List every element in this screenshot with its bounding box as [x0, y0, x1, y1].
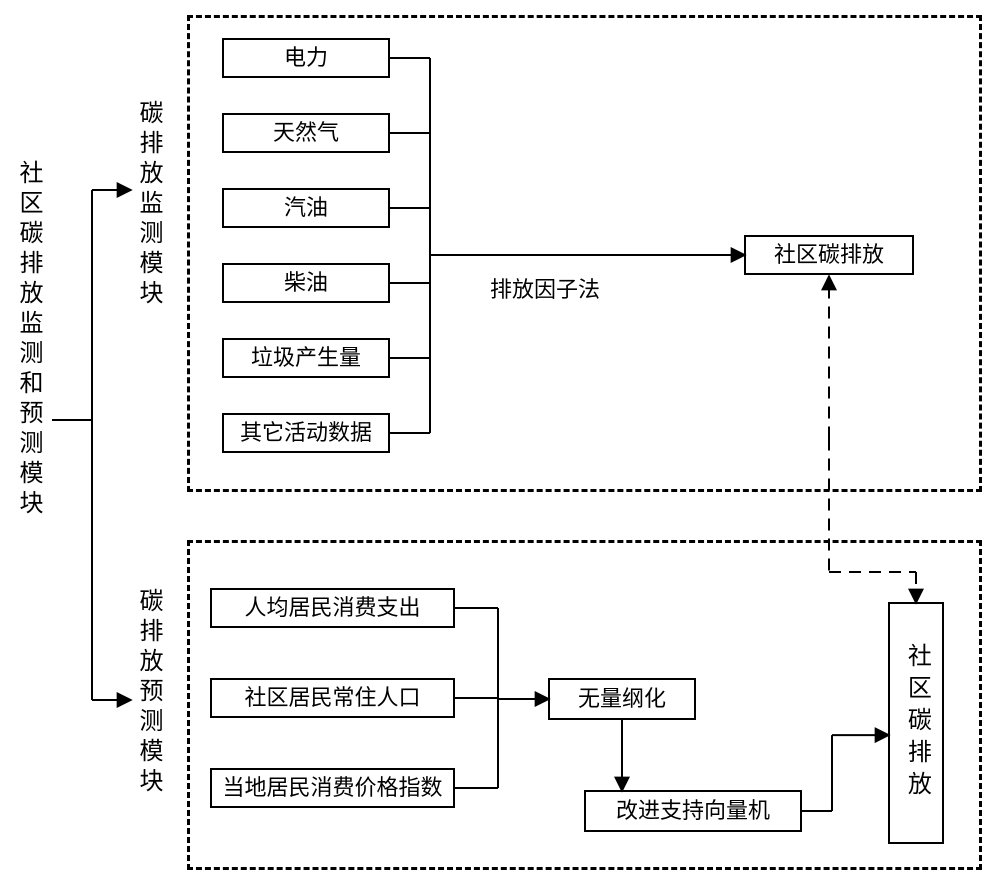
- normalize-box: 无量纲化: [548, 678, 696, 720]
- input-electricity: 电力: [222, 38, 390, 78]
- diagram-canvas: 社区碳排放监测和预测模块 碳排放监测模块 电力 天然气 汽油 柴油 垃圾产生量 …: [0, 0, 1000, 896]
- emission-factor-method-label: 排放因子法: [490, 272, 600, 304]
- input-cpi: 当地居民消费价格指数: [210, 768, 455, 808]
- community-carbon-emission-predict: 社区碳排放: [888, 602, 944, 844]
- input-gasoline: 汽油: [222, 188, 390, 228]
- root-module-label: 社区碳排放监测和预测模块: [16, 160, 40, 520]
- input-natural-gas: 天然气: [222, 113, 390, 153]
- input-diesel: 柴油: [222, 263, 390, 303]
- input-other-activity: 其它活动数据: [222, 413, 390, 453]
- input-garbage: 垃圾产生量: [222, 338, 390, 378]
- monitor-module-label: 碳排放监测模块: [136, 100, 160, 310]
- predict-module-label: 碳排放预测模块: [136, 588, 160, 798]
- input-per-capita-expenditure: 人均居民消费支出: [210, 588, 455, 628]
- community-carbon-emission-monitor: 社区碳排放: [744, 235, 914, 275]
- improved-svm-box: 改进支持向量机: [584, 790, 802, 832]
- input-resident-population: 社区居民常住人口: [210, 678, 455, 718]
